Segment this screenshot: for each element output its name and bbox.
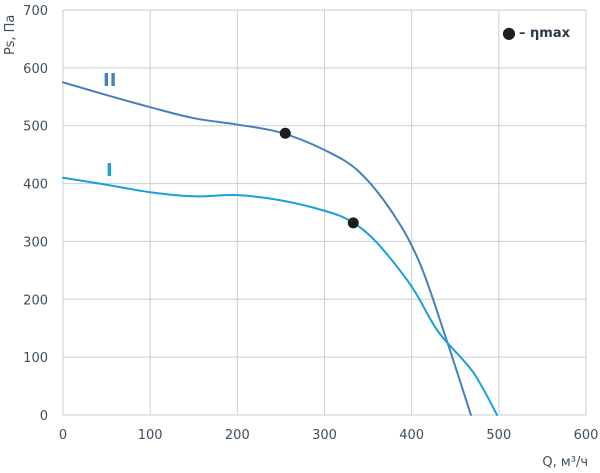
x-tick-label: 600: [574, 428, 599, 443]
tick-labels: 0 100 200 300 400 500 600 0 100 200 300 400 500 600 70…: [23, 4, 598, 443]
max-efficiency-point: [279, 127, 291, 139]
y-tick-label: 100: [23, 351, 48, 366]
y-tick-label: 300: [23, 235, 48, 250]
y-tick-label: 0: [40, 409, 48, 424]
series-line-I: [62, 176, 499, 416]
y-tick-label: 700: [23, 4, 48, 19]
series-label-II: II: [103, 70, 116, 91]
y-tick-label: 400: [23, 178, 48, 193]
legend-label: – ηmax: [519, 26, 571, 41]
y-tick-label: 600: [23, 62, 48, 77]
legend-marker-icon: ●: [502, 23, 516, 42]
series: III: [62, 70, 499, 416]
x-tick-label: 200: [225, 428, 250, 443]
y-tick-label: 500: [23, 120, 48, 135]
y-tick-label: 200: [23, 293, 48, 308]
x-tick-label: 0: [59, 428, 67, 443]
x-tick-label: 300: [312, 428, 337, 443]
x-axis-title: Q, м³/ч: [542, 455, 588, 470]
series-line-II: [62, 81, 472, 416]
x-tick-label: 100: [138, 428, 163, 443]
x-tick-label: 400: [399, 428, 424, 443]
max-efficiency-point: [347, 217, 359, 229]
legend: ● – ηmax: [502, 23, 571, 42]
grid: [62, 9, 587, 416]
y-axis-title: Ps, Па: [3, 15, 18, 55]
x-tick-label: 500: [486, 428, 511, 443]
series-label-I: I: [106, 160, 113, 181]
